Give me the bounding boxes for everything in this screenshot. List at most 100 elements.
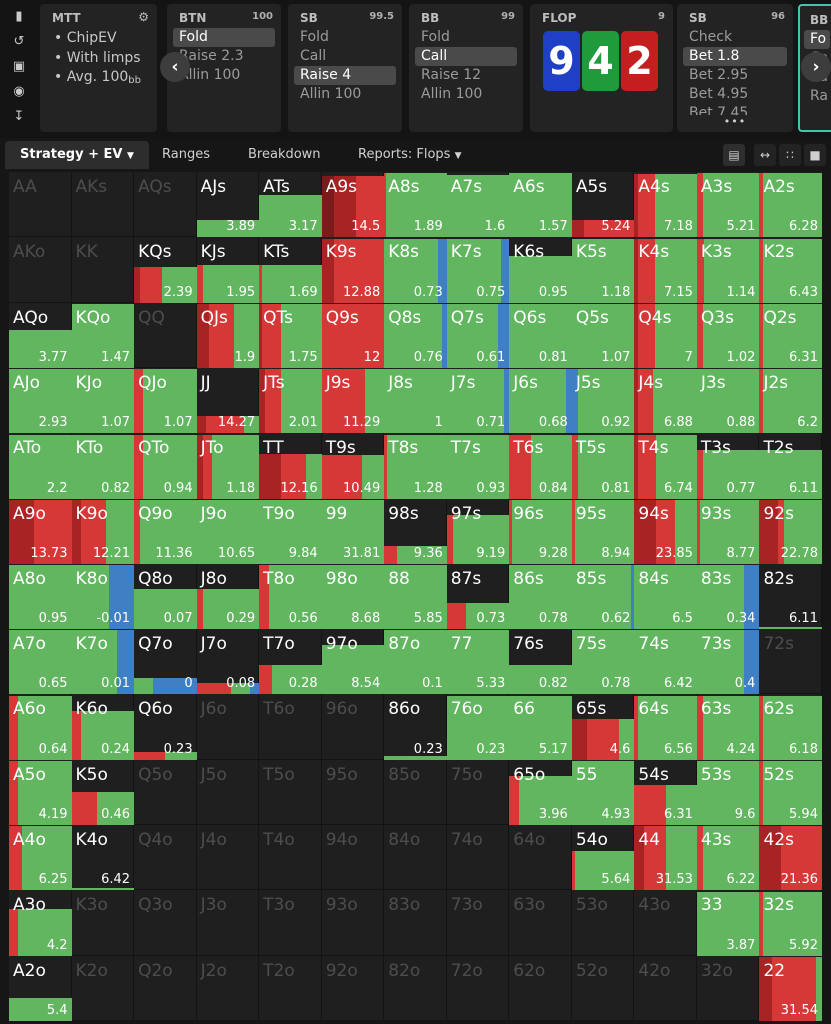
hand-cell[interactable]: 94s 23.85 (634, 498, 697, 564)
action-raise[interactable]: Raise 12 (421, 67, 482, 83)
save-icon[interactable]: ▣ (12, 59, 26, 74)
action-raise[interactable]: Raise 4 (294, 66, 396, 85)
hand-cell[interactable]: 72s (759, 629, 822, 695)
hand-cell[interactable]: J7s 0.71 (446, 367, 510, 434)
hand-cell[interactable]: 42s 21.36 (759, 825, 822, 891)
hand-cell[interactable]: T6o (259, 694, 322, 760)
board-card[interactable]: 9 (543, 31, 580, 91)
hand-cell[interactable]: Q6o 0.23 (134, 694, 197, 760)
hand-cell[interactable]: QQ (134, 302, 197, 368)
hand-cell[interactable]: 94o (321, 825, 385, 891)
hand-cell[interactable]: 83s 0.34 (696, 563, 760, 630)
position-panel-sb[interactable]: SB 99.5 Fold Call Raise 4 Allin 100 (288, 4, 402, 132)
hand-cell[interactable]: Q9s 12 (321, 302, 385, 368)
hand-cell[interactable]: 74s 6.42 (634, 629, 697, 695)
hand-cell[interactable]: J5o (196, 759, 260, 826)
hand-cell[interactable]: K2o (71, 955, 135, 1021)
hand-cell[interactable]: A9s 14.5 (321, 172, 385, 238)
hand-cell[interactable]: 52s 5.94 (759, 759, 822, 826)
action-call[interactable]: Call (300, 48, 327, 64)
hand-cell[interactable]: J6s 0.68 (509, 367, 572, 434)
hand-cell[interactable]: 87o 0.1 (384, 629, 447, 695)
hand-cell[interactable]: KJs 1.95 (196, 237, 260, 303)
hand-cell[interactable]: 62s 6.18 (759, 694, 822, 760)
hand-cell[interactable]: 83o (384, 890, 447, 956)
hand-cell[interactable]: 72o (446, 955, 510, 1021)
hand-cell[interactable]: 32o (696, 955, 760, 1021)
hand-cell[interactable]: J3s 0.88 (696, 367, 760, 434)
hand-cell[interactable]: J5s 0.92 (571, 367, 635, 434)
hand-cell[interactable]: 65o 3.96 (509, 759, 572, 826)
tab-strategy-ev[interactable]: Strategy + EV ▼ (5, 141, 149, 169)
hand-cell[interactable]: J8s 1 (384, 367, 447, 434)
hand-cell[interactable]: K2s 6.43 (759, 237, 822, 303)
hand-cell[interactable]: 54o 5.64 (571, 825, 635, 891)
hand-cell[interactable]: T2s 6.11 (759, 433, 822, 499)
hand-cell[interactable]: A4o 6.25 (9, 825, 72, 891)
action-item[interactable]: Ra (810, 88, 828, 104)
hand-cell[interactable]: AA (9, 172, 72, 238)
hand-cell[interactable]: J4s 6.88 (634, 367, 697, 434)
hand-cell[interactable]: KTs 1.69 (259, 237, 322, 303)
hand-cell[interactable]: A5o 4.19 (9, 759, 72, 826)
hand-cell[interactable]: A8o 0.95 (9, 563, 72, 630)
hand-cell[interactable]: 84o (384, 825, 447, 891)
hand-cell[interactable]: K3o (71, 890, 135, 956)
hand-cell[interactable]: J7o 0.08 (196, 629, 260, 695)
flop-panel[interactable]: FLOP 9 9 4 2 (530, 4, 673, 132)
hand-cell[interactable]: Q7s 0.61 (446, 302, 510, 368)
hand-cell[interactable]: 74o (446, 825, 510, 891)
hand-cell[interactable]: 73o (446, 890, 510, 956)
hand-cell[interactable]: J2o (196, 955, 260, 1021)
hand-cell[interactable]: Q8o 0.07 (134, 563, 197, 630)
hand-cell[interactable]: 85s 0.62 (571, 563, 635, 630)
hand-cell[interactable]: J9s 11.29 (321, 367, 385, 434)
hand-cell[interactable]: A6o 0.64 (9, 694, 72, 760)
hand-cell[interactable]: K9o 12.21 (71, 498, 135, 564)
align-icon[interactable]: ↧ (13, 109, 25, 124)
hand-cell[interactable]: T9s 10.49 (321, 433, 385, 499)
hand-cell[interactable]: A9o 13.73 (9, 498, 72, 564)
hand-cell[interactable]: 44 31.53 (634, 825, 697, 891)
hand-cell[interactable]: KQs 2.39 (134, 237, 197, 303)
hand-cell[interactable]: T5s 0.81 (571, 433, 635, 499)
hand-cell[interactable]: Q6s 0.81 (509, 302, 572, 368)
hand-cell[interactable]: 43s 6.22 (696, 825, 760, 891)
hand-cell[interactable]: K6o 0.24 (71, 694, 135, 760)
hand-cell[interactable]: A3s 5.21 (696, 172, 760, 238)
hand-cell[interactable]: 43o (634, 890, 697, 956)
hand-cell[interactable]: J3o (196, 890, 260, 956)
hand-cell[interactable]: 85o (384, 759, 447, 826)
hand-cell[interactable]: AQs (134, 172, 197, 238)
hand-cell[interactable]: T4s 6.74 (634, 433, 697, 499)
hand-cell[interactable]: 75o (446, 759, 510, 826)
hand-cell[interactable]: K8o -0.01 (71, 563, 135, 630)
action-raise[interactable]: Raise 2.3 (179, 48, 244, 64)
position-panel-bb[interactable]: BB 99 Fold Call Raise 12 Allin 100 (409, 4, 523, 132)
hand-cell[interactable]: T7s 0.93 (446, 433, 510, 499)
hand-cell[interactable]: 96s 9.28 (509, 498, 572, 564)
gear-icon[interactable]: ⚙ (138, 10, 149, 24)
hand-cell[interactable]: AKs (71, 172, 135, 238)
scroll-left-button[interactable]: ‹ (160, 52, 190, 82)
hand-cell[interactable]: JJ 14.27 (196, 367, 260, 434)
hand-cell[interactable]: 62o (509, 955, 572, 1021)
hand-cell[interactable]: KQo 1.47 (71, 302, 135, 368)
hand-cell[interactable]: J9o 10.65 (196, 498, 260, 564)
hand-cell[interactable]: 92o (321, 955, 385, 1021)
hand-cell[interactable]: 77 5.33 (446, 629, 510, 695)
hand-cell[interactable]: T8s 1.28 (384, 433, 447, 499)
action-allin[interactable]: Allin 100 (179, 67, 241, 83)
action-fold[interactable]: Fold (173, 28, 275, 47)
hand-cell[interactable]: T6s 0.84 (509, 433, 572, 499)
action-item[interactable]: Fo (804, 30, 830, 49)
hand-cell[interactable]: 82o (384, 955, 447, 1021)
hand-cell[interactable]: K9s 12.88 (321, 237, 385, 303)
hand-cell[interactable]: 64s 6.56 (634, 694, 697, 760)
action-call[interactable]: Call (415, 47, 517, 66)
hand-cell[interactable]: 95o (321, 759, 385, 826)
hand-cell[interactable]: 66 5.17 (509, 694, 572, 760)
hand-cell[interactable]: KJo 1.07 (71, 367, 135, 434)
history-icon[interactable]: ↺ (13, 34, 25, 49)
hand-cell[interactable]: KTo 0.82 (71, 433, 135, 499)
